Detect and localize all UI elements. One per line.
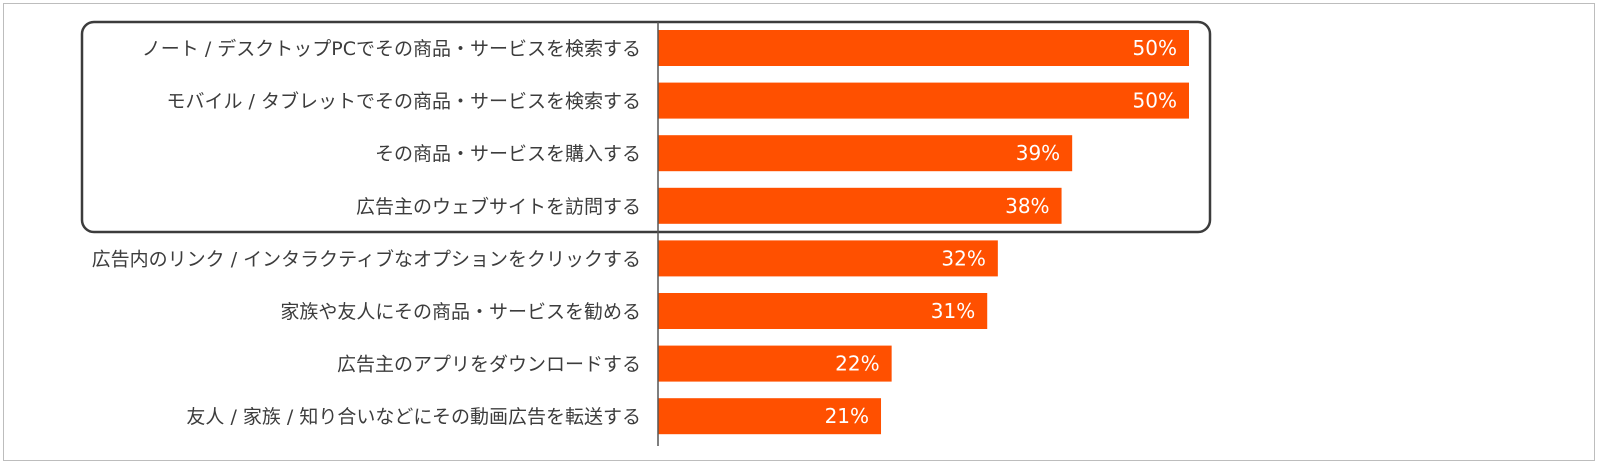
category-label: 友人 / 家族 / 知り合いなどにその動画広告を転送する bbox=[186, 406, 641, 428]
value-label: 21% bbox=[825, 404, 869, 428]
category-label: モバイル / タブレットでその商品・サービスを検索する bbox=[167, 90, 641, 113]
bar bbox=[658, 240, 998, 277]
bar bbox=[658, 135, 1073, 172]
value-label: 39% bbox=[1016, 141, 1060, 165]
bars-group: 50% 50% 39% 38% 32% 31% 22% 21% bbox=[658, 30, 1189, 435]
value-label: 32% bbox=[941, 246, 985, 270]
bar bbox=[658, 345, 892, 382]
category-label: 広告主のアプリをダウンロードする bbox=[337, 354, 641, 376]
bar bbox=[658, 30, 1189, 66]
bar bbox=[658, 187, 1062, 224]
value-label: 38% bbox=[1005, 194, 1049, 218]
value-label: 50% bbox=[1133, 36, 1177, 60]
value-label: 31% bbox=[931, 299, 975, 323]
category-label: 広告主のウェブサイトを訪問する bbox=[356, 195, 641, 218]
bar bbox=[658, 398, 882, 435]
value-label: 50% bbox=[1133, 89, 1177, 113]
category-label: 家族や友人にその商品・サービスを勧める bbox=[280, 301, 641, 323]
category-label: その商品・サービスを購入する bbox=[375, 143, 641, 165]
bar bbox=[658, 293, 988, 329]
bar bbox=[658, 82, 1189, 119]
category-label: ノート / デスクトップPCでその商品・サービスを検索する bbox=[142, 38, 641, 60]
highlight-box bbox=[80, 20, 1212, 234]
category-label: 広告内のリンク / インタラクティブなオプションをクリックする bbox=[92, 247, 641, 270]
value-label: 22% bbox=[835, 352, 879, 376]
